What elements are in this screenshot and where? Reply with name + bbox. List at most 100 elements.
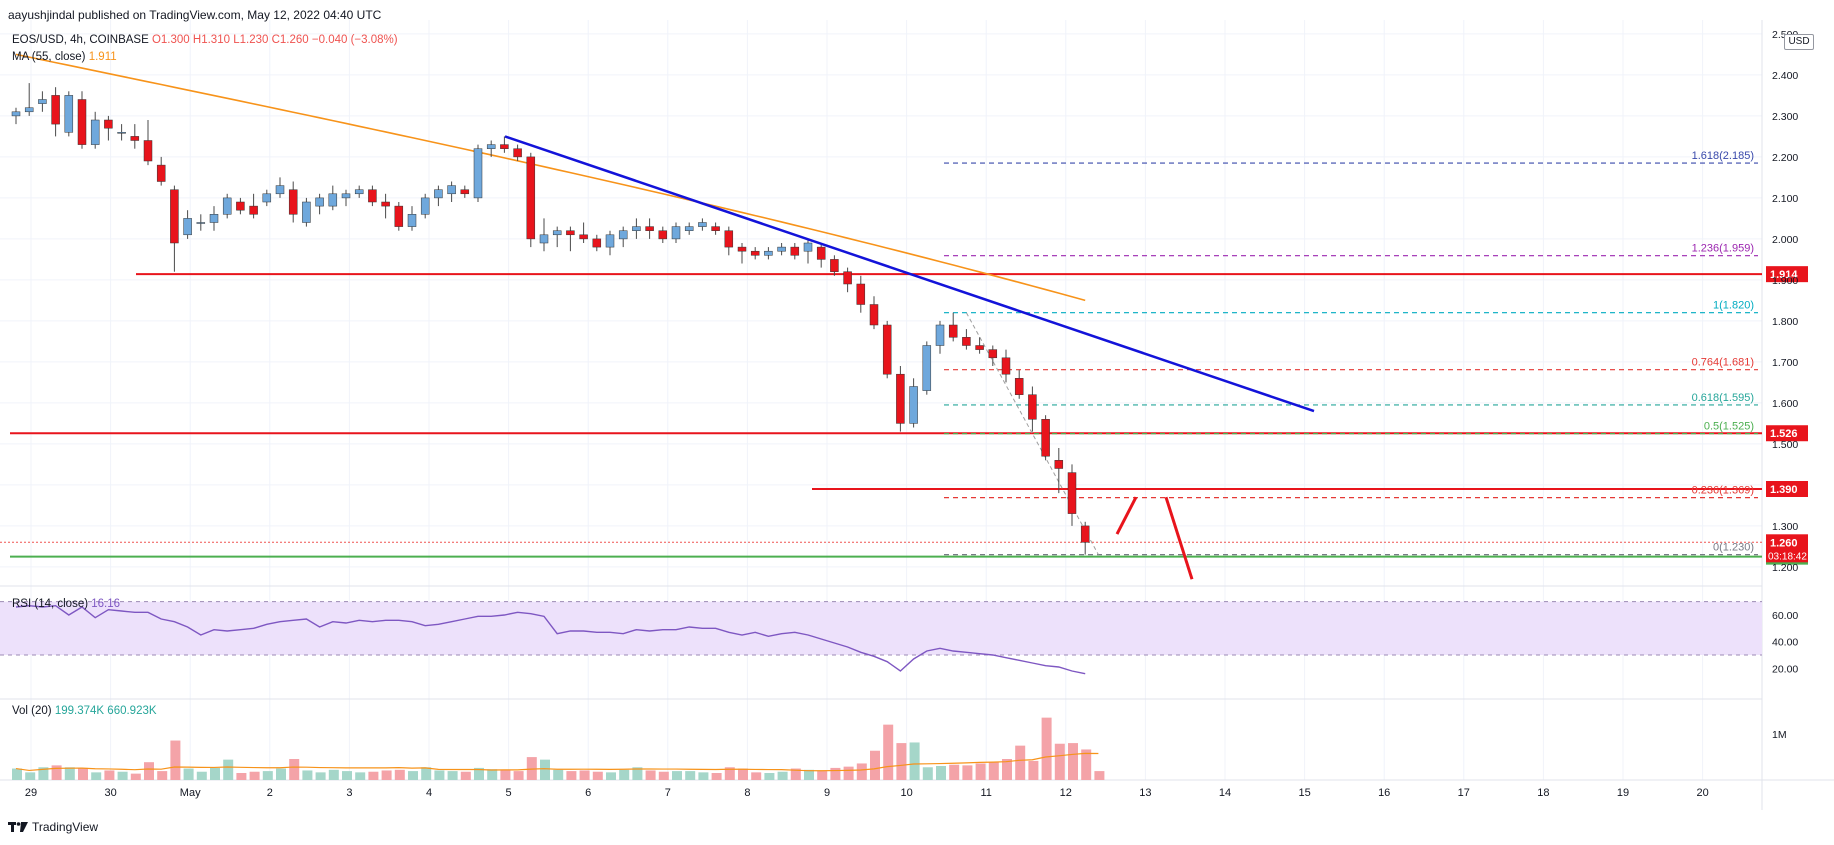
candle [579, 222, 588, 243]
candle [222, 193, 232, 219]
candle-body [645, 226, 654, 231]
candle [130, 124, 140, 149]
volume-bar [12, 768, 22, 780]
volume-bar [1041, 717, 1052, 780]
candle [896, 366, 905, 432]
tradingview-logo-icon [8, 822, 28, 832]
candle-body [117, 132, 126, 134]
price-tick-label: 1.700 [1772, 357, 1798, 369]
volume-bar [460, 771, 471, 780]
candle-body [407, 214, 417, 227]
candle [882, 320, 892, 379]
volume-bar [1015, 745, 1026, 780]
candle-body [236, 201, 245, 211]
candle-body [156, 164, 166, 182]
candle [249, 193, 258, 219]
candle-body [711, 226, 720, 231]
candle-body [935, 324, 945, 346]
footer[interactable]: TradingView [8, 820, 98, 834]
rsi-band [0, 601, 1762, 655]
ma-label: MA (55, close) [12, 51, 86, 63]
volume-legend[interactable]: Vol (20) 199.374K 660.923K [12, 705, 157, 717]
candle [209, 206, 219, 231]
candle [156, 156, 166, 186]
candle-body [816, 246, 826, 260]
volume-bar [368, 771, 379, 780]
candle-body [513, 148, 522, 158]
volume-bar [223, 759, 234, 780]
candle-body [460, 189, 470, 195]
volume-tick-label: 1M [1772, 729, 1787, 741]
candle [843, 267, 852, 293]
projection-up-stroke [1115, 496, 1138, 535]
open-value: O1.300 [151, 34, 190, 46]
volume-bar [922, 767, 933, 780]
currency-badge[interactable]: USD [1784, 34, 1814, 50]
candle-body [869, 304, 879, 326]
candle [684, 222, 694, 235]
candle-body [724, 230, 734, 248]
candle [236, 197, 245, 215]
candle [724, 226, 734, 256]
candle-body [526, 156, 536, 240]
time-tick-label: 6 [585, 787, 591, 799]
time-tick-label: 19 [1617, 787, 1629, 799]
time-tick-label: 2 [267, 787, 273, 799]
level-price-tag [1766, 266, 1808, 283]
level-price-tag [1766, 481, 1808, 497]
time-tick-label: 18 [1537, 787, 1549, 799]
candle [856, 275, 866, 313]
candle [935, 320, 945, 354]
candle-body [750, 250, 760, 256]
candle-body [1028, 394, 1037, 420]
candle-body [843, 271, 852, 285]
volume-bar [909, 742, 920, 780]
volume-bar [738, 768, 748, 780]
candle [288, 181, 298, 223]
candle-body [764, 250, 773, 256]
ma-legend[interactable]: MA (55, close) 1.911 [12, 51, 117, 63]
candle-body [275, 185, 285, 195]
high-value: H1.310 [192, 34, 230, 46]
candle-body [1001, 357, 1011, 375]
time-tick-label: 3 [346, 787, 352, 799]
time-tick-label: 15 [1298, 787, 1310, 799]
candle [500, 136, 509, 153]
volume-bar [579, 770, 590, 780]
candle-body [896, 373, 905, 424]
candle [24, 83, 34, 116]
volume-bar [724, 767, 735, 780]
volume-bar [38, 767, 49, 780]
candle [948, 312, 958, 342]
candle [143, 120, 153, 166]
candle [566, 226, 575, 252]
candle [975, 337, 984, 354]
candle [671, 222, 681, 243]
fib-label: 0.764(1.681) [1692, 357, 1754, 369]
symbol-legend[interactable]: EOS/USD, 4h, COINBASE O1.300 H1.310 L1.2… [12, 34, 398, 46]
price-tick-label: 2.000 [1772, 234, 1798, 246]
candle [473, 144, 483, 202]
candle [539, 218, 549, 252]
volume-bar [632, 767, 643, 780]
candle [275, 177, 285, 198]
candle-body [1041, 419, 1050, 457]
candle [526, 152, 536, 248]
volume-bar [790, 768, 801, 780]
time-tick-label: 12 [1060, 787, 1072, 799]
volume-bar [249, 771, 260, 780]
candle-body [790, 246, 800, 256]
candle [1080, 521, 1090, 555]
rsi-legend[interactable]: RSI (14, close) 16.16 [12, 598, 120, 610]
candle-body [1080, 525, 1090, 543]
candle-body [632, 226, 641, 231]
candle-body [381, 201, 390, 207]
candle [816, 243, 826, 268]
candle-body [262, 193, 272, 203]
candle [830, 255, 839, 276]
candle-body [143, 140, 153, 162]
candle-body [684, 226, 694, 231]
candle [1041, 415, 1050, 461]
candle [1028, 386, 1037, 432]
